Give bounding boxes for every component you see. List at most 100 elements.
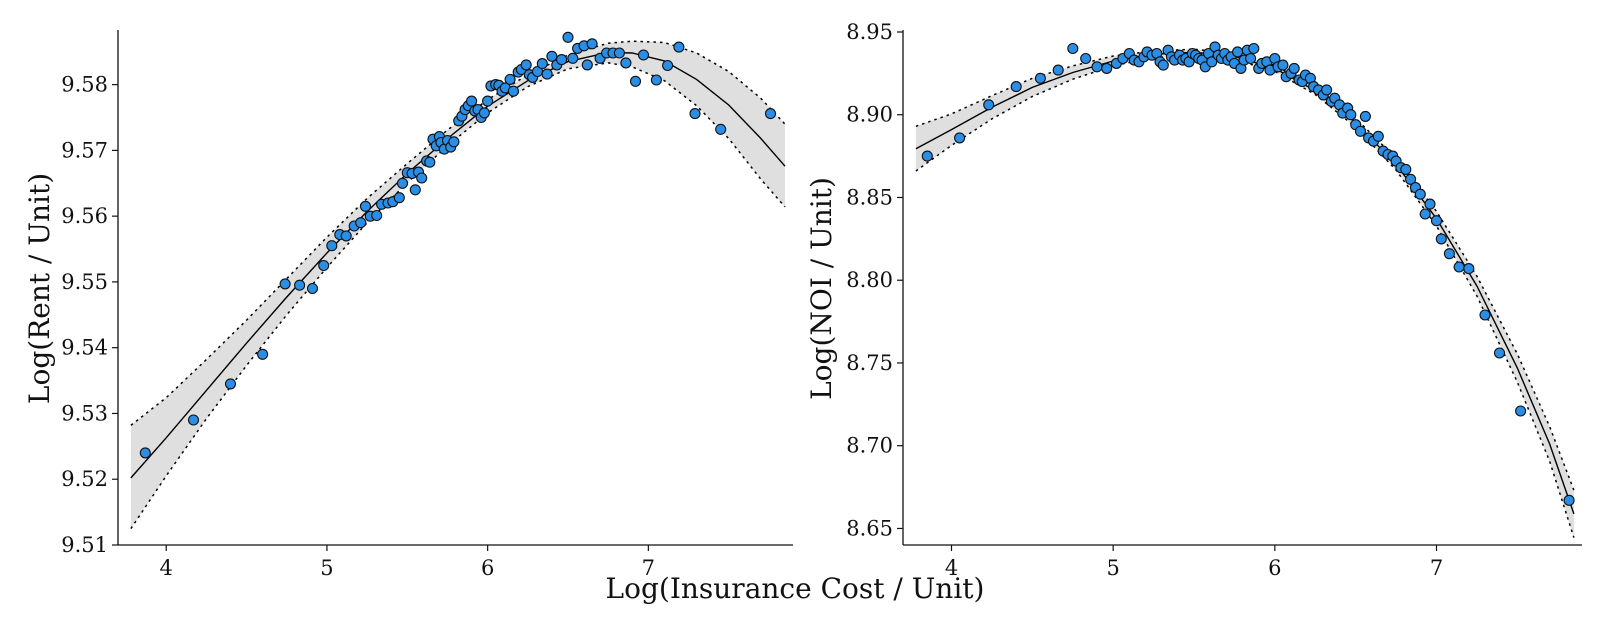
chart-1-data-point <box>279 278 291 290</box>
chart-2-data-point <box>983 99 995 111</box>
chart-1-data-point <box>393 192 405 204</box>
right-panel: 8.65 8.70 8.75 8.80 8.85 8.90 8.95 4 5 6 7 Log(NOI … <box>805 20 1582 580</box>
chart-1-y-tick-label: 9.57 <box>61 138 108 162</box>
chart-2-data-point <box>1372 130 1384 142</box>
chart-2-y-tick-label: 8.80 <box>846 268 893 292</box>
chart-2-y-axis-label: Log(NOI / Unit) <box>805 177 838 400</box>
chart-1-data-point <box>409 184 421 196</box>
chart-1-data-point <box>629 75 642 87</box>
chart-2-data-point <box>1463 263 1475 275</box>
chart-1-y-tick-label: 9.53 <box>61 401 108 425</box>
chart-2-data-point <box>1034 72 1046 84</box>
chart-2-data-point <box>1493 347 1506 359</box>
chart-1-data-point <box>466 95 478 107</box>
chart-1-data-point <box>224 378 237 390</box>
chart-2-y-tick-label: 8.65 <box>846 516 893 540</box>
chart-1-y-tick-label: 9.52 <box>61 467 108 491</box>
chart-1-data-point <box>689 108 701 120</box>
chart-2-data-point <box>1563 494 1575 506</box>
chart-2-x-tick-label: 7 <box>1430 556 1443 580</box>
chart-2-data-point <box>1010 81 1022 93</box>
chart-1-data-point <box>637 49 650 61</box>
chart-1-data-point <box>139 447 151 459</box>
chart-2-data-point <box>1453 261 1465 273</box>
chart-2-data-point <box>1443 248 1455 260</box>
chart-1-data-point <box>359 200 372 212</box>
chart-1-data-point <box>257 348 269 360</box>
chart-1-data-point <box>715 123 727 135</box>
chart-1-data-point <box>396 177 409 189</box>
chart-2-data-point <box>1232 46 1244 58</box>
chart-2-y-tick-label: 8.90 <box>846 103 893 127</box>
chart-1-data-point <box>673 41 685 53</box>
chart-2-data-point <box>1091 61 1103 73</box>
chart-2-data-point <box>1405 173 1417 185</box>
chart-2-data-point <box>1419 208 1431 220</box>
chart-2-fit-line <box>915 51 1575 515</box>
chart-2-data-point <box>921 150 933 162</box>
chart-1-data-point <box>536 58 548 70</box>
chart-1-data-point <box>546 50 558 62</box>
chart-2-data-point <box>1354 125 1367 137</box>
chart-1-data-point <box>478 107 490 119</box>
chart-1-data-point <box>507 85 519 97</box>
chart-2-data-point <box>954 132 966 144</box>
chart-2-x-tick-label: 6 <box>1268 556 1281 580</box>
chart-1-data-point <box>662 59 674 72</box>
left-panel: 9.51 9.52 9.53 9.54 9.55 9.56 9.57 9.58 4 5 6 7 Log(… <box>23 30 793 580</box>
chart-2-data-point <box>1245 52 1257 65</box>
chart-1-data-point <box>556 54 568 66</box>
chart-1-data-point <box>567 52 579 64</box>
chart-2-data-point <box>1288 62 1300 74</box>
chart-1-data-point <box>581 59 593 71</box>
chart-1-data-point <box>520 59 532 71</box>
chart-2-data-point <box>1052 64 1064 76</box>
chart-2-data-point <box>1345 109 1357 121</box>
chart-1-x-tick-label: 5 <box>320 556 333 580</box>
chart-1-data-point <box>416 172 428 184</box>
chart-1-y-tick-label: 9.56 <box>61 204 108 228</box>
chart-1-upper-ci-line <box>130 40 786 426</box>
shared-x-axis-label: Log(Insurance Cost / Unit) <box>606 572 985 605</box>
chart-2-data-point <box>1067 42 1079 55</box>
chart-2-data-point <box>1414 188 1426 200</box>
chart-1-data-point <box>340 230 352 242</box>
chart-2-x-tick-label: 4 <box>945 556 958 580</box>
chart-2-data-point <box>1248 42 1260 55</box>
chart-1-y-tick-label: 9.54 <box>61 336 108 360</box>
chart-1-x-tick-label: 7 <box>642 556 655 580</box>
chart-2-upper-ci-line <box>915 48 1575 491</box>
chart-2-lower-ci-line <box>915 54 1575 538</box>
chart-1-data-point <box>586 38 598 50</box>
chart-1-y-tick-label: 9.58 <box>61 73 108 97</box>
chart-2-y-tick-label: 8.95 <box>846 20 893 44</box>
chart-2-x-tick-label: 5 <box>1106 556 1119 580</box>
chart-1-confidence-band <box>130 41 785 529</box>
chart-1-data-point <box>326 240 338 252</box>
chart-2-data-point <box>1206 56 1218 68</box>
chart-1-data-point <box>482 95 494 107</box>
chart-1-x-tick-label: 4 <box>160 556 173 580</box>
chart-2-data-point <box>1359 110 1371 122</box>
chart-2-data-point <box>1479 309 1491 321</box>
chart-2-y-tick-label: 8.75 <box>846 351 893 375</box>
chart-1-data-point <box>650 74 662 86</box>
chart-2-data-point <box>1400 163 1412 175</box>
chart-2-data-point <box>1157 59 1169 71</box>
chart-1-data-point <box>306 282 319 295</box>
chart-2-data-point <box>1515 405 1527 417</box>
chart-1-data-point <box>562 31 574 43</box>
chart-1-data-point <box>504 73 516 85</box>
chart-1-x-tick-label: 6 <box>481 556 494 580</box>
chart-1-data-point <box>764 108 777 120</box>
chart-1-y-tick-label: 9.55 <box>61 270 108 294</box>
chart-1-data-point <box>620 57 632 69</box>
chart-2-confidence-band <box>915 49 1574 538</box>
chart-2-data-point <box>1101 62 1113 74</box>
chart-2-data-point <box>1430 215 1443 227</box>
chart-1-y-tick-label: 9.51 <box>61 533 108 557</box>
chart-2-y-tick-label: 8.70 <box>846 434 893 458</box>
chart-1-y-axis-label: Log(Rent / Unit) <box>23 173 56 404</box>
chart-2-y-tick-label: 8.85 <box>846 185 893 209</box>
